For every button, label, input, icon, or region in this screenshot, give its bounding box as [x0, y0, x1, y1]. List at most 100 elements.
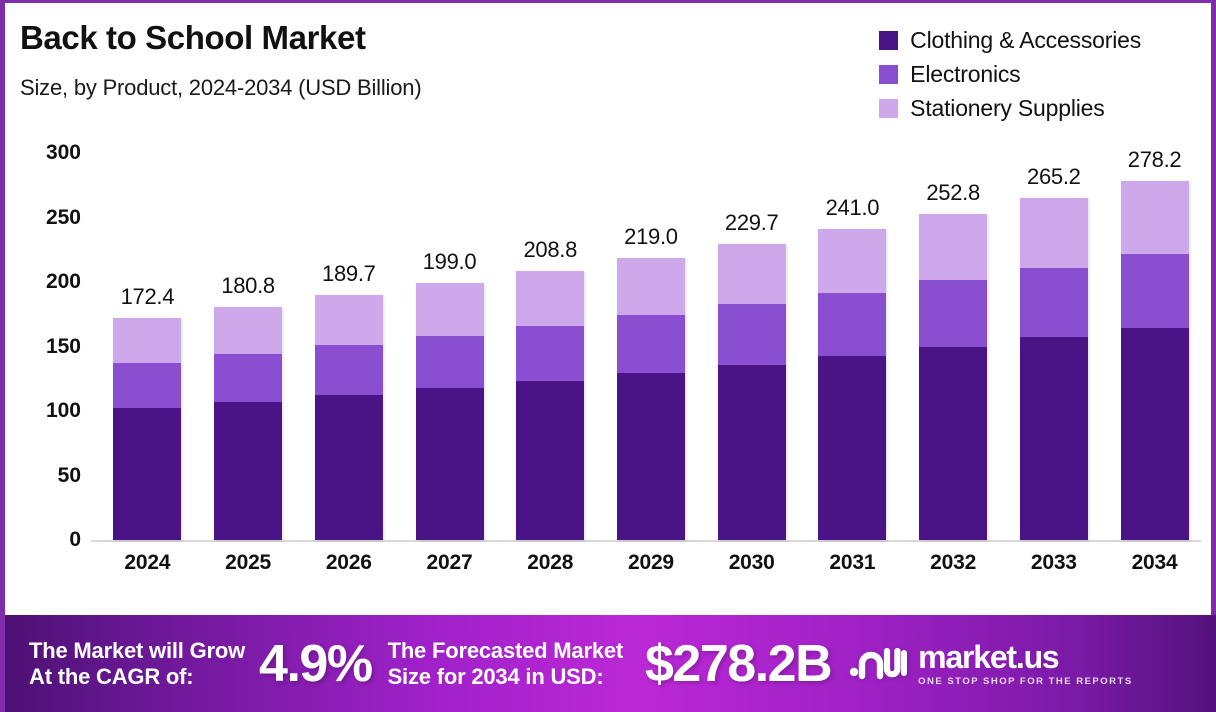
legend-item[interactable]: Stationery Supplies — [879, 95, 1141, 121]
y-axis-tick-label: 200 — [45, 270, 81, 293]
bar-segment[interactable] — [717, 243, 786, 305]
y-axis-tick-label: 100 — [45, 399, 81, 422]
bar-segment[interactable] — [113, 363, 182, 409]
bar-segment[interactable] — [818, 356, 887, 540]
x-axis-tick-label: 2028 — [527, 551, 574, 574]
bar-segment[interactable] — [1019, 337, 1088, 540]
bar-segment[interactable] — [214, 354, 283, 402]
y-axis: 300 250 200 150 100 50 0 — [5, 141, 91, 553]
bar-column[interactable]: 219.0 — [601, 153, 701, 540]
bar-column[interactable]: 278.2 — [1105, 147, 1205, 540]
bar-segment[interactable] — [818, 229, 887, 293]
bar-column[interactable]: 172.4 — [97, 153, 197, 540]
bar-segment[interactable] — [919, 347, 988, 540]
bar-segment[interactable] — [1019, 197, 1088, 268]
stacked-bar[interactable] — [919, 213, 988, 540]
stacked-bar[interactable] — [616, 257, 685, 540]
bar-segment[interactable] — [818, 292, 887, 357]
legend-swatch-icon — [879, 64, 899, 84]
stacked-bar[interactable] — [113, 317, 182, 540]
bar-segment[interactable] — [1120, 254, 1189, 328]
bar-segment[interactable] — [516, 325, 585, 381]
stacked-bar[interactable] — [717, 243, 786, 540]
legend-item[interactable]: Electronics — [879, 61, 1141, 87]
y-axis-tick-label: 300 — [45, 141, 81, 164]
y-axis-tick-label: 0 — [69, 528, 81, 551]
bar-column[interactable]: 229.7 — [702, 153, 802, 540]
bar-segment[interactable] — [113, 408, 182, 540]
stacked-bar[interactable] — [415, 283, 484, 540]
bar-total-label: 172.4 — [120, 283, 175, 309]
y-axis-tick-label: 250 — [45, 205, 81, 229]
bar-segment[interactable] — [214, 401, 283, 540]
bar-total-label: 208.8 — [523, 236, 578, 262]
legend-swatch-icon — [879, 30, 899, 50]
chart-legend: Clothing & Accessories Electronics Station… — [879, 27, 1141, 129]
legend-item[interactable]: Clothing & Accessories — [879, 27, 1141, 53]
bar-segment[interactable] — [919, 213, 988, 281]
bar-segment[interactable] — [1120, 181, 1189, 255]
bar-segment[interactable] — [415, 388, 484, 540]
bar-segment[interactable] — [616, 372, 685, 540]
x-axis-tick-label: 2033 — [1030, 551, 1077, 574]
bar-column[interactable]: 199.0 — [400, 153, 500, 540]
page-subtitle: Size, by Product, 2024-2034 (USD Billion… — [20, 75, 422, 100]
bar-total-label: 278.2 — [1127, 147, 1182, 173]
bar-segment[interactable] — [314, 345, 383, 396]
x-axis-tick-label: 2027 — [426, 551, 473, 574]
x-axis-tick-label: 2032 — [930, 551, 977, 574]
x-axis-tick-label: 2034 — [1131, 551, 1178, 574]
bar-segment[interactable] — [616, 257, 685, 316]
bar-segment[interactable] — [415, 283, 484, 336]
bar-segment[interactable] — [717, 364, 786, 540]
bar-segment[interactable] — [1120, 327, 1189, 540]
legend-item-label: Clothing & Accessories — [910, 26, 1141, 53]
cagr-caption: The Market will Grow At the CAGR of: — [29, 637, 246, 689]
bar-segment[interactable] — [314, 295, 383, 346]
forecast-size-caption: The Forecasted Market Size for 2034 in U… — [387, 637, 624, 689]
x-axis-tick-label: 2031 — [829, 551, 876, 574]
brand-logo[interactable]: market.us ONE STOP SHOP FOR THE REPORTS — [849, 641, 1133, 687]
x-axis-tick-label: 2026 — [325, 551, 372, 574]
stacked-bar[interactable] — [1019, 197, 1088, 540]
x-axis-tick-label: 2025 — [225, 551, 272, 574]
bar-column[interactable]: 180.8 — [198, 153, 298, 540]
bar-column[interactable]: 189.7 — [299, 153, 399, 540]
bar-column[interactable]: 241.0 — [802, 153, 902, 540]
bar-total-label: 229.7 — [724, 209, 779, 235]
x-axis-tick-label: 2030 — [728, 551, 775, 574]
bar-segment[interactable] — [516, 380, 585, 540]
stacked-bar[interactable] — [314, 295, 383, 540]
y-axis-tick-label: 150 — [45, 334, 81, 358]
bar-total-label: 199.0 — [422, 249, 477, 275]
bar-segment[interactable] — [113, 317, 182, 364]
stacked-bar[interactable] — [516, 270, 585, 540]
bar-column[interactable]: 265.2 — [1004, 153, 1104, 540]
page-title: Back to School Market — [20, 19, 366, 56]
bar-segment[interactable] — [516, 270, 585, 326]
bar-total-label: 252.8 — [926, 179, 980, 205]
bar-group: 172.4 180.8 189.7 199.0 208.8 219.0 229.7 241.0… — [97, 147, 1205, 540]
cagr-value: 4.9% — [259, 634, 373, 693]
market-us-logo-icon — [849, 642, 908, 685]
bar-segment[interactable] — [314, 395, 383, 540]
brand-tagline: ONE STOP SHOP FOR THE REPORTS — [918, 675, 1133, 687]
legend-swatch-icon — [879, 98, 899, 118]
brand-name: market.us — [918, 638, 1060, 675]
legend-item-label: Electronics — [910, 60, 1021, 87]
bar-segment[interactable] — [415, 335, 484, 389]
header: Back to School Market Size, by Product, … — [5, 3, 1211, 153]
bar-column[interactable]: 252.8 — [903, 153, 1003, 540]
x-axis-tick-label: 2024 — [124, 551, 171, 574]
bar-segment[interactable] — [919, 280, 988, 348]
stacked-bar[interactable] — [1120, 181, 1189, 540]
bar-segment[interactable] — [717, 304, 786, 365]
bar-segment[interactable] — [616, 315, 685, 373]
bar-segment[interactable] — [214, 306, 283, 355]
x-axis: 2024 2025 2026 2027 2028 2029 2030 2031 2032 2033… — [97, 551, 1205, 591]
stacked-bar[interactable] — [818, 229, 887, 540]
bar-segment[interactable] — [1019, 267, 1088, 338]
bar-column[interactable]: 208.8 — [500, 153, 600, 540]
chart-plot-area: 300 250 200 150 100 50 0 172.4 180.8 189.7 199.0 2… — [5, 141, 1216, 608]
stacked-bar[interactable] — [214, 306, 283, 540]
